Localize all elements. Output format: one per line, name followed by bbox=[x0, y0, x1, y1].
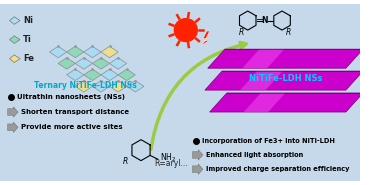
Polygon shape bbox=[67, 69, 84, 81]
Polygon shape bbox=[101, 46, 118, 58]
Polygon shape bbox=[84, 46, 101, 58]
Polygon shape bbox=[110, 81, 127, 92]
Text: Improved charge separation efficiency: Improved charge separation efficiency bbox=[206, 166, 349, 172]
Text: Ni: Ni bbox=[23, 16, 33, 25]
Text: Incorporation of Fe3+ into NiTi-LDH: Incorporation of Fe3+ into NiTi-LDH bbox=[202, 138, 335, 144]
Text: N: N bbox=[262, 16, 268, 25]
Text: Ternary NiTiFe-LDH NSs: Ternary NiTiFe-LDH NSs bbox=[34, 81, 137, 90]
Text: Ti: Ti bbox=[23, 35, 32, 44]
Text: NH$_2$: NH$_2$ bbox=[160, 152, 176, 164]
Polygon shape bbox=[118, 69, 135, 81]
Polygon shape bbox=[67, 46, 84, 58]
Polygon shape bbox=[84, 69, 101, 81]
Text: R: R bbox=[239, 28, 244, 37]
Polygon shape bbox=[93, 81, 110, 92]
Text: Fe: Fe bbox=[23, 54, 34, 63]
Text: Shorten transport distance: Shorten transport distance bbox=[21, 109, 129, 115]
Polygon shape bbox=[9, 17, 20, 24]
Text: NiTiFe-LDH NSs: NiTiFe-LDH NSs bbox=[249, 74, 322, 83]
Polygon shape bbox=[110, 58, 127, 69]
Polygon shape bbox=[8, 122, 18, 132]
Polygon shape bbox=[101, 69, 118, 81]
Polygon shape bbox=[242, 49, 284, 68]
FancyBboxPatch shape bbox=[0, 1, 363, 184]
Text: Provide more active sites: Provide more active sites bbox=[21, 124, 122, 130]
Polygon shape bbox=[9, 36, 20, 43]
Polygon shape bbox=[75, 81, 93, 92]
Text: R: R bbox=[286, 28, 291, 37]
Polygon shape bbox=[58, 58, 75, 69]
Polygon shape bbox=[240, 71, 283, 90]
Text: R: R bbox=[123, 157, 128, 166]
Polygon shape bbox=[9, 55, 20, 63]
Polygon shape bbox=[127, 81, 144, 92]
Circle shape bbox=[174, 19, 197, 41]
Polygon shape bbox=[244, 93, 285, 112]
Polygon shape bbox=[192, 150, 203, 160]
Polygon shape bbox=[75, 58, 93, 69]
Text: Enhanced light absorption: Enhanced light absorption bbox=[206, 152, 303, 158]
Polygon shape bbox=[208, 49, 363, 68]
Polygon shape bbox=[210, 93, 363, 112]
Polygon shape bbox=[205, 71, 363, 90]
Polygon shape bbox=[8, 107, 18, 117]
Polygon shape bbox=[93, 58, 110, 69]
Text: Ultrathin nanosheets (NSs): Ultrathin nanosheets (NSs) bbox=[17, 94, 125, 100]
Text: R=aryl...: R=aryl... bbox=[154, 159, 188, 168]
Polygon shape bbox=[201, 31, 210, 46]
Polygon shape bbox=[192, 164, 203, 174]
Polygon shape bbox=[50, 46, 67, 58]
